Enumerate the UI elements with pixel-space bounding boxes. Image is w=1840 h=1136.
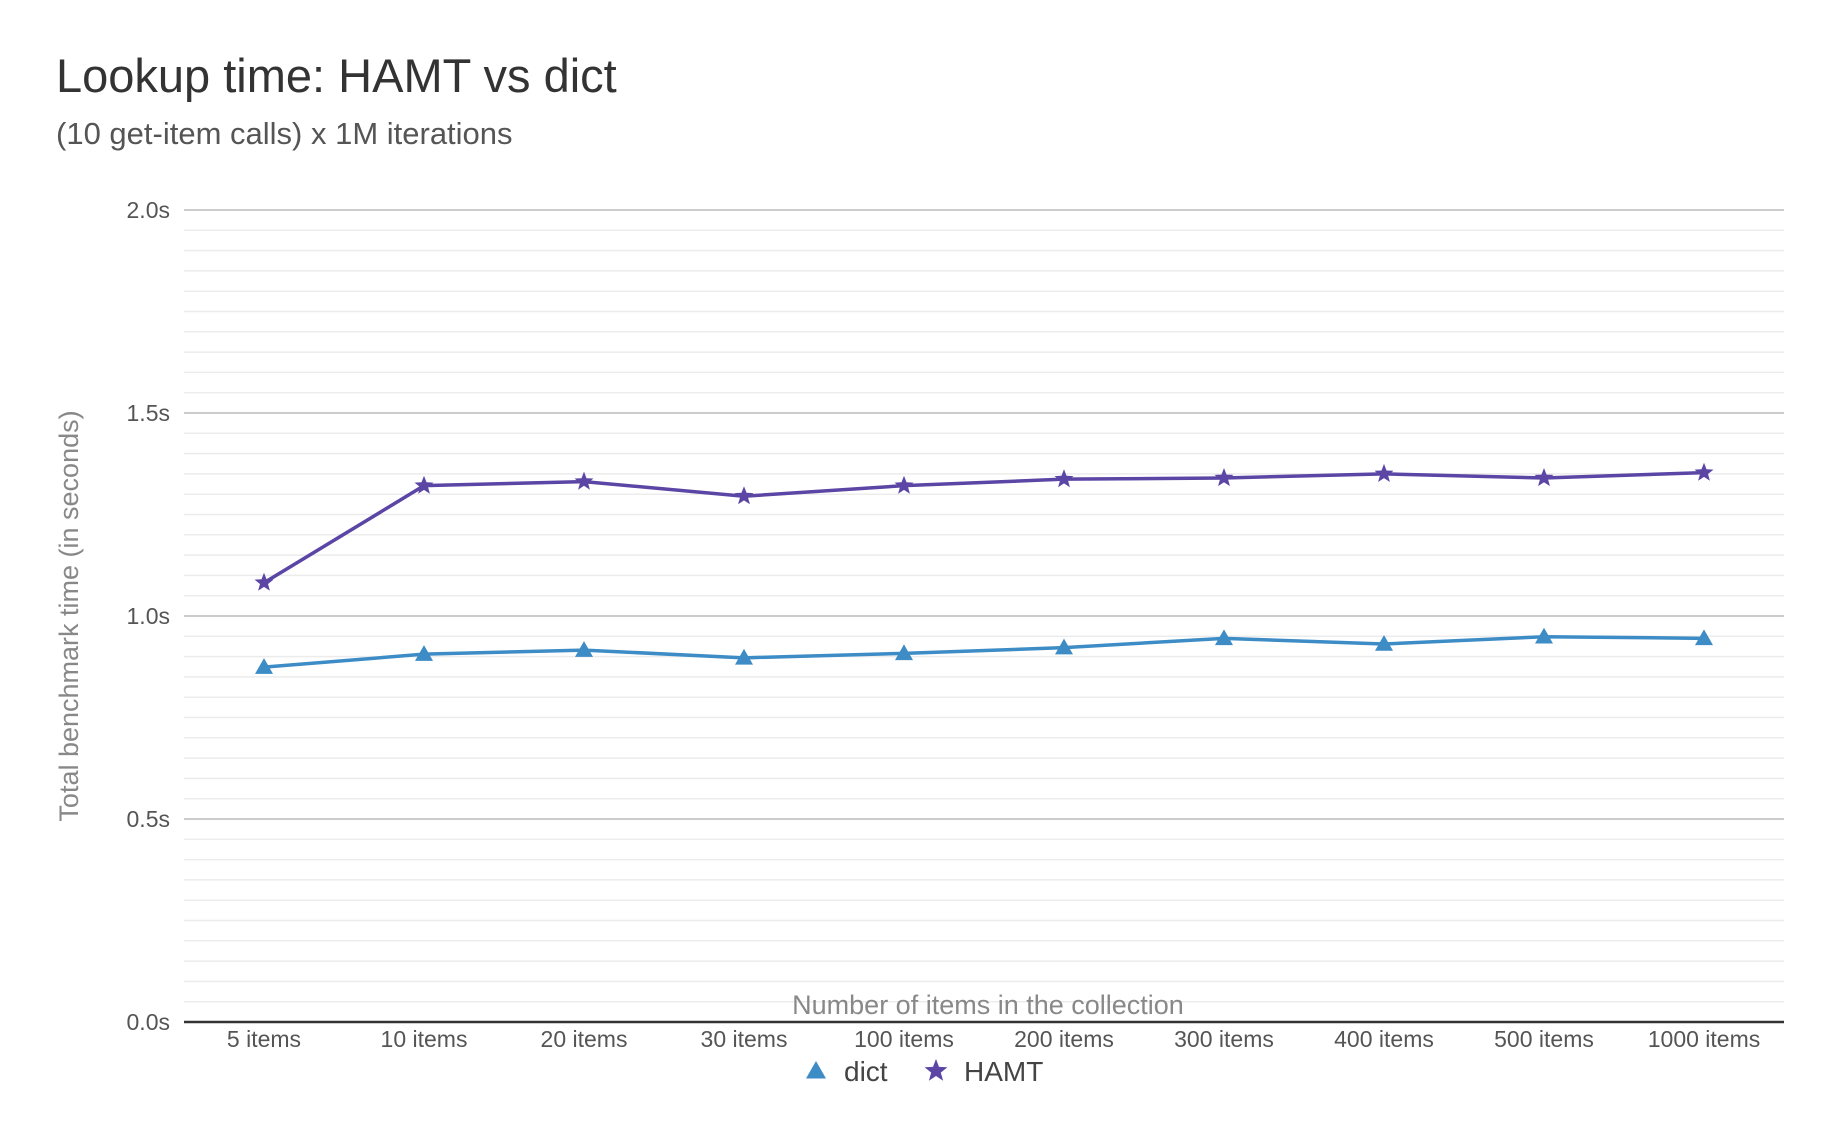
x-tick-label: 500 items [1494,1026,1594,1052]
data-point [1534,468,1554,487]
legend-marker-hamt [924,1059,948,1081]
legend-label-dict: dict [844,1056,888,1087]
data-point [734,486,754,505]
data-point [255,658,273,674]
x-axis-title: Number of items in the collection [792,990,1184,1020]
legend-label-hamt: HAMT [964,1056,1043,1087]
data-point [1375,635,1393,651]
x-tick-label: 400 items [1334,1026,1434,1052]
y-tick-label: 0.5s [127,806,170,832]
y-tick-label: 2.0s [127,197,170,223]
chart-title: Lookup time: HAMT vs dict [56,49,617,102]
x-tick-label: 200 items [1014,1026,1114,1052]
data-point [895,644,913,661]
data-point [735,648,753,665]
data-point [1055,638,1073,655]
data-point [1535,627,1553,644]
x-tick-label: 1000 items [1648,1026,1761,1052]
series-hamt [254,462,1714,591]
x-tick-label: 20 items [541,1026,628,1052]
chart-subtitle: (10 get-item calls) x 1M iterations [56,116,513,151]
x-tick-label: 5 items [227,1026,301,1052]
data-point [1054,469,1074,488]
data-point [1214,468,1234,487]
y-tick-label: 1.0s [127,603,170,629]
data-point [575,641,593,657]
data-point [1694,462,1714,481]
y-axis-title: Total benchmark time (in seconds) [54,410,84,821]
data-point [574,471,594,490]
x-tick-label: 30 items [701,1026,788,1052]
data-point [1695,629,1713,646]
series-line [263,634,1705,669]
data-point [1374,463,1394,482]
data-point [254,572,274,591]
data-point [894,475,914,494]
y-tick-label: 0.0s [127,1009,170,1035]
data-point [1215,629,1233,646]
series-line [263,470,1705,585]
series-dict [255,627,1713,674]
data-point [415,645,433,661]
x-tick-label: 100 items [854,1026,954,1052]
data-point [414,475,434,494]
legend-marker-dict [806,1061,826,1079]
y-tick-label: 1.5s [127,400,170,426]
x-tick-label: 300 items [1174,1026,1274,1052]
x-tick-label: 10 items [381,1026,468,1052]
